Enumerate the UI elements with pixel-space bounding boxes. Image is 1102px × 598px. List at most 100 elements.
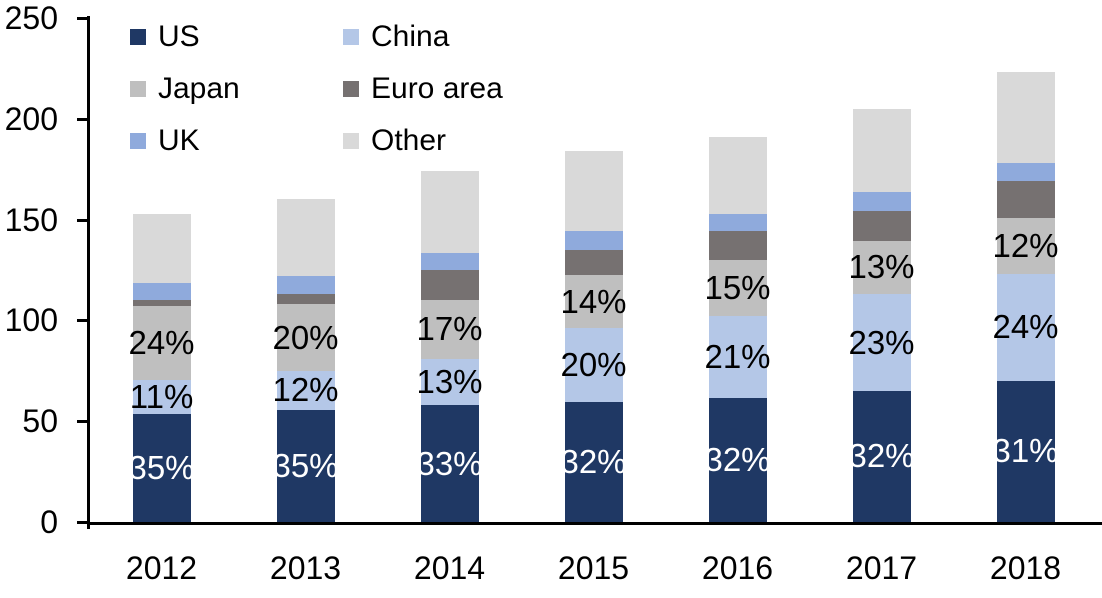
bar-segment-china	[564, 328, 623, 403]
bar-value-label-japan: 24%	[128, 324, 195, 362]
bar-segment-china	[276, 370, 335, 411]
y-axis-tick	[77, 319, 89, 323]
y-axis-tick	[77, 117, 89, 121]
x-axis-line	[87, 522, 1102, 525]
bar-segment-uk	[132, 282, 191, 300]
bar-value-label-us: 32%	[704, 441, 771, 478]
y-axis-tick	[77, 218, 89, 222]
bar-segment-japan	[996, 217, 1055, 275]
bar-segment-euro-area	[996, 181, 1055, 218]
y-axis-tick	[77, 521, 89, 524]
bar-value-label-us: 35%	[272, 447, 339, 485]
legend-label-us: US	[158, 20, 200, 53]
bar-segment-euro-area	[852, 210, 911, 241]
bar-value-label-china: 20%	[560, 346, 627, 384]
bar-value-label-japan: 12%	[992, 226, 1059, 264]
legend-swatch-other-icon	[343, 133, 359, 149]
legend-label-uk: UK	[158, 124, 200, 157]
legend-swatch-uk-icon	[130, 133, 146, 149]
bar-value-label-japan: 15%	[704, 269, 771, 307]
bar-segment-euro-area	[564, 249, 623, 276]
legend-item-other: Other	[343, 124, 446, 158]
y-axis-tick-label: 150	[4, 201, 58, 238]
bar-segment-uk	[420, 252, 479, 270]
bar-segment-us	[420, 405, 479, 522]
bar-segment-japan	[708, 259, 767, 317]
bar-value-label-china: 13%	[416, 362, 483, 400]
bar-segment-japan	[852, 240, 911, 295]
legend-swatch-us-icon	[130, 29, 146, 45]
legend-label-euro-area: Euro area	[371, 72, 503, 105]
legend-swatch-euro-area-icon	[343, 81, 359, 97]
bar-value-label-us: 31%	[992, 432, 1059, 470]
bar-value-label-us: 35%	[128, 448, 195, 486]
bar-value-label-china: 21%	[704, 338, 771, 376]
bar-segment-euro-area	[708, 230, 767, 260]
legend-item-us: US	[130, 20, 200, 54]
bar-value-label-japan: 20%	[272, 318, 339, 356]
x-axis-label: 2014	[413, 550, 486, 586]
bar-segment-euro-area	[420, 270, 479, 301]
y-axis-line	[87, 16, 90, 529]
bar-value-label-us: 32%	[848, 437, 915, 475]
bar-segment-uk	[996, 163, 1055, 182]
bar-segment-japan	[420, 300, 479, 359]
bar-segment-other	[852, 108, 911, 193]
bar-segment-euro-area	[276, 294, 335, 305]
legend-label-other: Other	[371, 124, 447, 157]
bar-value-label-china: 23%	[848, 323, 915, 361]
x-axis-label: 2013	[269, 550, 342, 586]
bar-segment-us	[852, 390, 911, 522]
bar-value-label-china: 24%	[992, 308, 1059, 346]
y-axis-tick-label: 250	[4, 0, 58, 36]
legend-swatch-japan-icon	[130, 81, 146, 97]
bar-segment-us	[132, 413, 191, 522]
bar-value-label-japan: 13%	[848, 248, 915, 286]
bar-segment-us	[996, 380, 1055, 522]
x-axis-label: 2016	[701, 550, 774, 586]
x-axis-label: 2015	[557, 550, 630, 586]
bar-segment-uk	[852, 192, 911, 211]
y-axis-tick-label: 50	[22, 403, 58, 440]
legend-item-china: China	[343, 20, 449, 54]
bar-segment-other	[276, 199, 335, 277]
legend-label-china: China	[371, 20, 450, 53]
bar-segment-japan	[564, 275, 623, 329]
legend-label-japan: Japan	[158, 72, 240, 105]
x-axis-label: 2012	[125, 550, 198, 586]
bar-segment-uk	[708, 213, 767, 231]
bar-segment-other	[996, 72, 1055, 164]
legend-item-japan: Japan	[130, 72, 240, 106]
legend-item-euro-area: Euro area	[343, 72, 503, 106]
bar-value-label-japan: 17%	[416, 310, 483, 348]
y-axis-tick	[77, 17, 89, 20]
bar-segment-euro-area	[132, 299, 191, 307]
legend-item-uk: UK	[130, 124, 200, 158]
y-axis-tick-label: 0	[40, 504, 58, 540]
bar-value-label-china: 11%	[129, 378, 194, 415]
bar-value-label-japan: 14%	[560, 282, 627, 320]
bar-segment-us	[276, 410, 335, 522]
bar-value-label-china: 12%	[272, 371, 339, 409]
x-axis-label: 2018	[989, 550, 1062, 586]
bar-segment-uk	[564, 230, 623, 250]
bar-segment-japan	[276, 304, 335, 371]
bar-segment-other	[708, 136, 767, 214]
bar-segment-us	[564, 402, 623, 522]
bar-segment-other	[564, 151, 623, 231]
bar-value-label-us: 32%	[560, 443, 627, 481]
y-axis-tick-label: 100	[4, 302, 58, 339]
bar-segment-china	[996, 274, 1055, 381]
bar-segment-other	[420, 171, 479, 253]
legend-swatch-china-icon	[343, 29, 359, 45]
bar-segment-japan	[132, 306, 191, 381]
y-axis-tick-label: 200	[4, 100, 58, 137]
x-axis-label: 2017	[845, 550, 918, 586]
bar-value-label-us: 33%	[416, 444, 483, 482]
y-axis-tick	[77, 420, 89, 424]
bar-segment-us	[708, 398, 767, 522]
bar-segment-china	[132, 380, 191, 414]
bar-segment-china	[708, 316, 767, 398]
bar-segment-china	[852, 294, 911, 391]
